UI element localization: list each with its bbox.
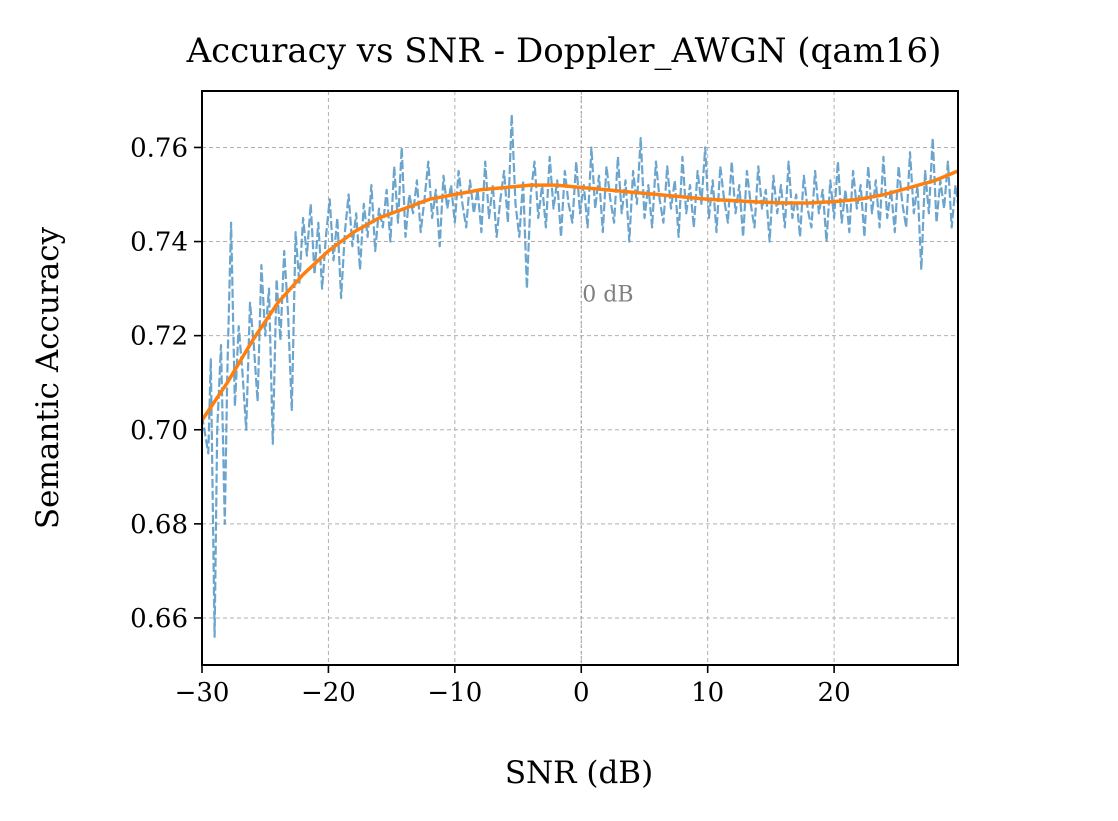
y-tick-label-4: 0.74 — [130, 228, 188, 258]
x-tick-label-1: −20 — [301, 678, 356, 708]
y-tick-label-2: 0.70 — [130, 416, 188, 446]
plot-area: 0 dB — [202, 91, 958, 665]
axes: −30 −20 −10 0 10 20 0.66 0.68 0.70 0.72 0.74 0.76 — [130, 90, 959, 708]
y-tick-label-1: 0.68 — [130, 510, 188, 540]
y-tick-label-3: 0.72 — [130, 322, 188, 352]
x-tick-label-5: 20 — [818, 678, 851, 708]
y-axis-label: Semantic Accuracy — [30, 226, 66, 529]
x-tick-label-2: −10 — [427, 678, 482, 708]
x-tick-label-4: 10 — [691, 678, 724, 708]
y-tick-label-0: 0.66 — [130, 604, 188, 634]
axes-frame — [201, 90, 959, 666]
y-tick-label-5: 0.76 — [130, 133, 188, 163]
series-line-0 — [202, 113, 958, 638]
x-tick-label-3: 0 — [573, 678, 590, 708]
x-axis-label: SNR (dB) — [505, 755, 653, 791]
x-tick-label-0: −30 — [175, 678, 230, 708]
annotation-0db: 0 dB — [582, 282, 633, 307]
chart-title: Accuracy vs SNR - Doppler_AWGN (qam16) — [186, 31, 942, 71]
series-line-1 — [202, 169, 958, 422]
